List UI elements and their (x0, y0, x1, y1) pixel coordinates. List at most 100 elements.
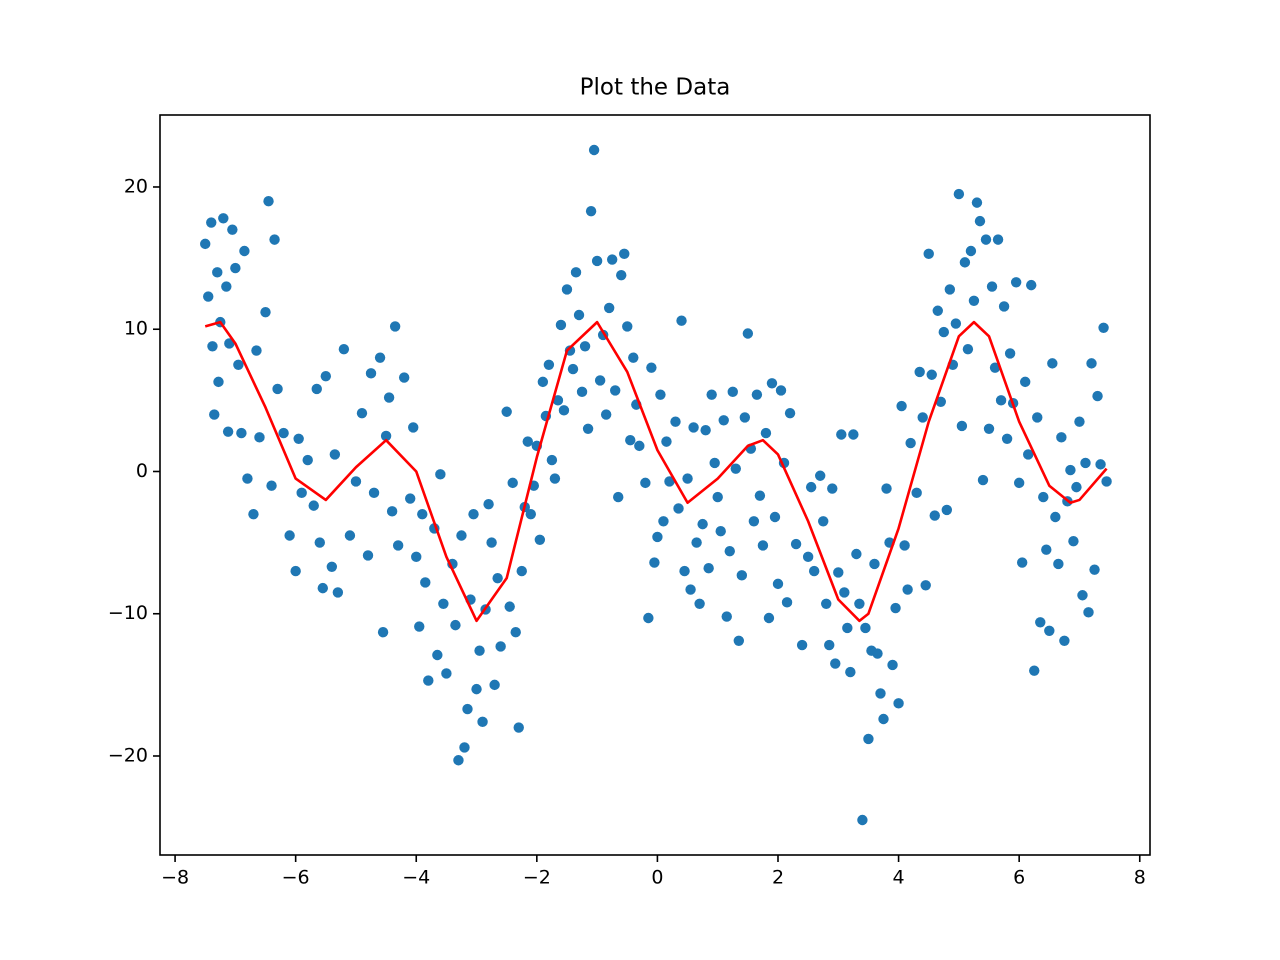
scatter-point (456, 530, 467, 541)
scatter-point (570, 267, 582, 278)
scatter-point (338, 343, 350, 355)
scatter-point (890, 602, 901, 614)
x-tick-label: 0 (651, 867, 663, 889)
scatter-point (757, 540, 769, 551)
scatter-point (724, 545, 735, 557)
scatter-point (1080, 457, 1091, 469)
scatter-point (944, 284, 956, 295)
scatter-point (911, 487, 922, 499)
scatter-point (688, 422, 699, 433)
scatter-point (525, 508, 536, 520)
scatter-point (929, 510, 940, 521)
scatter-point (1016, 557, 1028, 568)
scatter-point (986, 281, 998, 292)
scatter-point (320, 370, 332, 382)
scatter-point (600, 409, 612, 420)
scatter-point (293, 433, 304, 444)
scatter-point (462, 703, 473, 715)
scatter-point (269, 234, 280, 245)
scatter-point (805, 481, 817, 493)
scatter-point (308, 500, 319, 511)
scatter-point (326, 561, 338, 572)
scatter-point (664, 476, 675, 487)
plot-frame (159, 114, 1151, 856)
scatter-point (585, 205, 597, 217)
scatter-point (365, 368, 377, 379)
scatter-point (616, 269, 627, 281)
scatter-point (839, 587, 850, 598)
scatter-point (296, 487, 307, 499)
scatter-point (477, 716, 488, 728)
plot-area (200, 144, 1112, 826)
scatter-point (374, 352, 386, 363)
scatter-point (808, 565, 820, 577)
scatter-point (362, 550, 374, 561)
line (204, 320, 1108, 623)
x-tick-label: 6 (1013, 867, 1025, 889)
scatter-point (1004, 348, 1016, 359)
scatter-point (450, 619, 461, 631)
scatter-point (1095, 459, 1106, 470)
scatter-point (959, 257, 971, 268)
scatter-point (486, 537, 497, 548)
scatter-point (408, 422, 419, 433)
scatter-point (206, 217, 217, 228)
scatter-point (420, 577, 431, 588)
scatter-point (712, 491, 723, 503)
scatter-point (905, 437, 916, 449)
scatter-point (1056, 432, 1067, 443)
scatter-point (207, 341, 218, 352)
scatter-point (537, 376, 549, 388)
scatter-point (1019, 376, 1031, 388)
scatter-point (718, 415, 729, 426)
scatter-point (414, 621, 425, 632)
scatter-point (1089, 564, 1100, 575)
scatter-point (851, 548, 862, 560)
scatter-point (709, 457, 720, 469)
scatter-point (459, 742, 470, 753)
y-tick-label: −20 (108, 744, 148, 766)
scatter-point (1065, 464, 1076, 476)
scatter-point (751, 389, 763, 400)
scatter-point (676, 315, 687, 326)
scatter-point (613, 491, 624, 503)
scatter-point (380, 430, 392, 442)
scatter-point (1035, 617, 1046, 628)
scatter-point (881, 483, 892, 494)
scatter-point (766, 378, 778, 389)
scatter-point (468, 508, 479, 520)
scatter-point (471, 683, 482, 695)
scatter-point (625, 434, 636, 446)
scatter-point (971, 197, 983, 208)
scatter-point (610, 385, 621, 396)
scatter-point (950, 318, 962, 329)
scatter-point (721, 611, 732, 622)
scatter-point (332, 587, 344, 598)
scatter-point (857, 814, 868, 826)
scatter-point (992, 234, 1004, 245)
scatter-point (1047, 358, 1058, 369)
scatter-point (576, 386, 588, 398)
scatter-point (790, 538, 802, 550)
scatter-point (941, 504, 953, 516)
scatter-point (727, 386, 738, 398)
scatter-point (643, 612, 654, 624)
scatter-point (742, 328, 754, 339)
scatter-point (549, 473, 561, 484)
scatter-point (314, 537, 325, 548)
scatter-point (854, 598, 865, 609)
scatter-point (848, 429, 859, 440)
scatter-point (606, 254, 618, 265)
scatter-point (561, 284, 573, 295)
scatter-point (423, 675, 434, 686)
scatter-point (658, 516, 669, 527)
scatter-point (733, 635, 745, 646)
scatter-point (356, 407, 368, 419)
scatter-point (830, 658, 841, 669)
scatter-point (863, 733, 874, 745)
scatter-point (603, 302, 615, 314)
x-tick-label: −8 (161, 867, 189, 889)
scatter-point (501, 406, 512, 417)
scatter-point (507, 477, 518, 489)
scatter-point (254, 432, 265, 443)
